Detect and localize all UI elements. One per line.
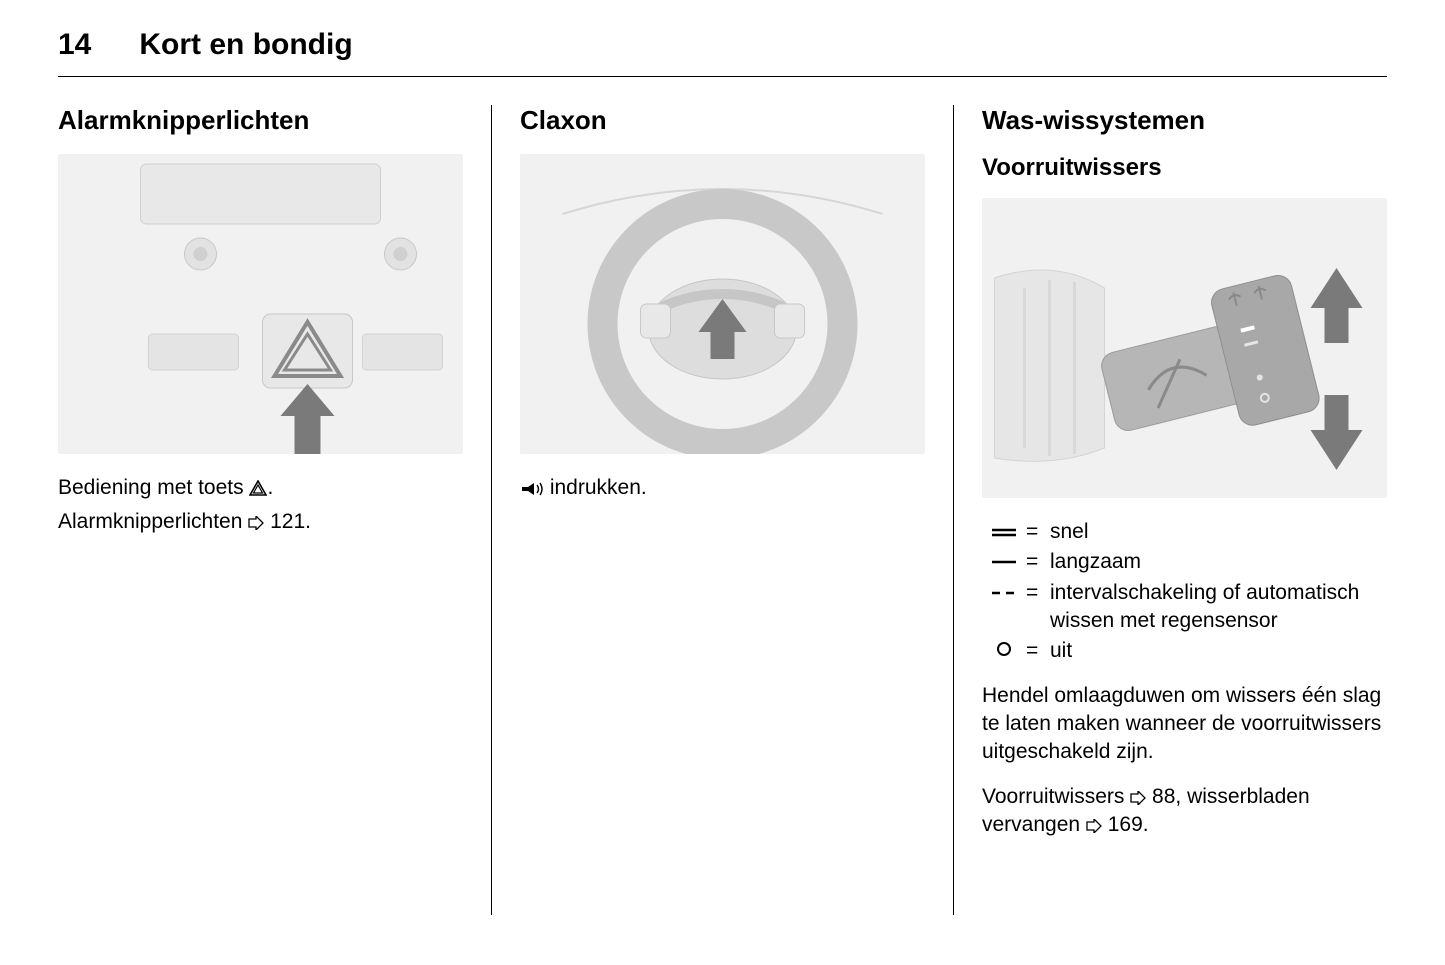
hazard-line1-post: .	[267, 476, 273, 499]
hazard-line1-pre: Bediening met toets	[58, 476, 249, 499]
legend-eq-3: =	[1026, 579, 1050, 607]
column-horn: Claxon	[492, 105, 953, 915]
page-ref-icon	[1086, 819, 1102, 833]
wiper-para2-pre: Voorruitwissers	[982, 785, 1130, 808]
chapter-title: Kort en bondig	[139, 28, 352, 62]
legend-label-off: uit	[1050, 637, 1387, 665]
column-hazard-lights: Alarmknipperlichten	[58, 105, 491, 915]
legend-row-slow: = langzaam	[982, 548, 1387, 576]
hazard-triangle-icon	[249, 480, 267, 496]
columns: Alarmknipperlichten	[58, 105, 1387, 915]
horn-line1-text: indrukken.	[544, 476, 647, 499]
wiper-legend: = snel = langzaam = intervalschakeling o…	[982, 518, 1387, 666]
hazard-line2: Alarmknipperlichten 121.	[58, 508, 463, 536]
horn-icon	[520, 482, 544, 496]
hazard-line2-ref: 121.	[264, 510, 311, 533]
section-title-wipers: Was-wissystemen	[982, 105, 1387, 136]
subtitle-front-wipers: Voorruitwissers	[982, 154, 1387, 182]
legend-symbol-fast-icon	[982, 518, 1026, 546]
section-title-hazard: Alarmknipperlichten	[58, 105, 463, 136]
horn-line1: indrukken.	[520, 474, 925, 502]
legend-label-interval: intervalschakeling of automatisch wissen…	[1050, 579, 1387, 636]
hazard-line2-pre: Alarmknipperlichten	[58, 510, 248, 533]
legend-row-off: = uit	[982, 637, 1387, 665]
column-wipers: Was-wissystemen Voorruitwissers	[954, 105, 1387, 915]
page-ref-icon	[1130, 791, 1146, 805]
page-header: 14 Kort en bondig	[58, 28, 1387, 76]
illustration-wiper-stalk	[982, 198, 1387, 498]
legend-label-fast: snel	[1050, 518, 1387, 546]
page-number: 14	[58, 28, 91, 62]
page-ref-icon	[248, 516, 264, 530]
legend-symbol-off-icon	[982, 637, 1026, 665]
illustration-hazard-button	[58, 154, 463, 454]
legend-row-fast: = snel	[982, 518, 1387, 546]
section-title-horn: Claxon	[520, 105, 925, 136]
illustration-steering-wheel	[520, 154, 925, 454]
legend-eq-2: =	[1026, 548, 1050, 576]
wiper-para2-ref2: 169.	[1102, 813, 1149, 836]
wiper-para1: Hendel omlaagduwen om wissers één slag t…	[982, 682, 1387, 767]
legend-eq-4: =	[1026, 637, 1050, 665]
legend-label-slow: langzaam	[1050, 548, 1387, 576]
legend-symbol-slow-icon	[982, 548, 1026, 576]
legend-row-interval: = intervalschakeling of automatisch wiss…	[982, 579, 1387, 636]
legend-eq-1: =	[1026, 518, 1050, 546]
wiper-para2: Voorruitwissers 88, wisserbladen vervang…	[982, 783, 1387, 840]
hazard-line1: Bediening met toets .	[58, 474, 463, 502]
header-rule	[58, 76, 1387, 77]
legend-symbol-interval-icon	[982, 579, 1026, 607]
